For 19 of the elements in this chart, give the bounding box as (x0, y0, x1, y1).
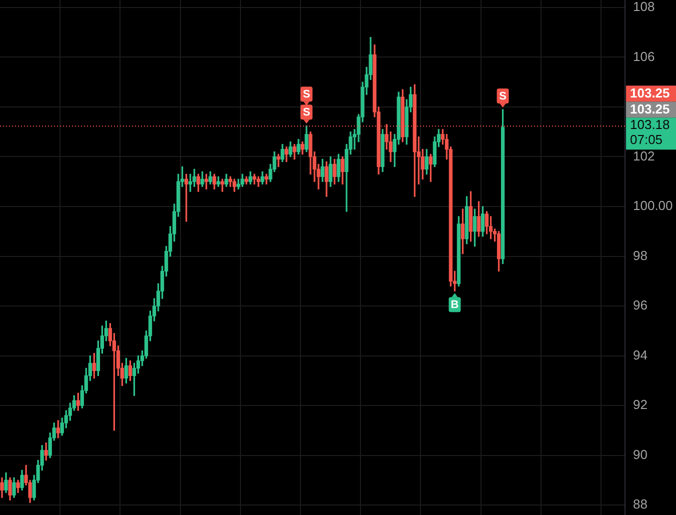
candlestick (276, 154, 280, 168)
ref-line-label: 103.25 (630, 86, 670, 101)
annotation: S (499, 90, 506, 102)
y-tick-label: 96 (633, 298, 648, 313)
y-tick-label: 88 (633, 496, 648, 512)
y-tick-label: 102 (633, 148, 655, 164)
annotation: S (302, 88, 310, 101)
text: 103.18 (630, 117, 670, 132)
text: 07:05 (630, 132, 663, 148)
annotation: B (450, 299, 459, 312)
annotation: S (302, 106, 310, 119)
y-tick-label: 106 (633, 48, 655, 64)
y-tick-label: 100.00 (633, 198, 673, 214)
y-tick-label: 92 (633, 397, 648, 412)
y-tick-label: 108 (633, 0, 655, 14)
y-tick-label: 90 (633, 446, 648, 462)
text: 103.25 (630, 102, 670, 117)
y-tick-label: 94 (633, 347, 648, 362)
y-tick-label: 98 (633, 248, 648, 263)
